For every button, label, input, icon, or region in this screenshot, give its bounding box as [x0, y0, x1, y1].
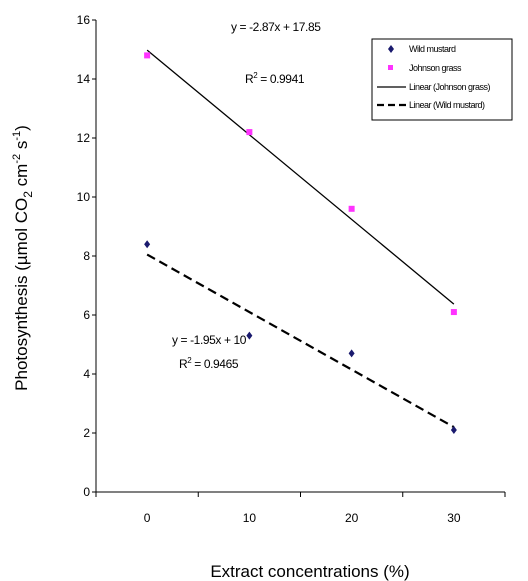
point-johnson-grass [348, 205, 355, 212]
trendline-johnson-grass [146, 49, 455, 305]
legend: Wild mustard Johnson grass Linear (Johns… [371, 38, 513, 121]
legend-label-linear-wild-mustard: Linear (Wild mustard) [409, 100, 485, 110]
point-wild-mustard [348, 349, 355, 358]
point-johnson-grass [450, 309, 457, 316]
x-tick-label: 30 [447, 511, 461, 525]
y-tick-label: 12 [77, 131, 91, 145]
legend-label-wild-mustard: Wild mustard [409, 44, 456, 54]
axes: 0 2 4 6 8 10 12 14 16 0 10 20 30 [77, 13, 506, 525]
y-tick-label: 6 [83, 308, 90, 322]
y-tick-label: 14 [77, 72, 91, 86]
point-wild-mustard [246, 331, 253, 340]
wild-mustard-r2: R2 = 0.9465 [179, 356, 239, 371]
point-johnson-grass [246, 129, 253, 136]
y-tick-label: 10 [77, 190, 91, 204]
legend-marker-johnson-grass [388, 65, 393, 70]
x-tick-label: 0 [144, 511, 151, 525]
point-wild-mustard [450, 426, 457, 435]
trendline-wild-mustard [146, 253, 455, 429]
y-tick-label: 0 [83, 485, 90, 499]
johnson-grass-equation: y = -2.87x + 17.85 [231, 20, 321, 34]
y-tick-label: 16 [77, 13, 91, 27]
legend-marker-wild-mustard [388, 45, 394, 53]
point-wild-mustard [144, 240, 151, 249]
y-tick-label: 2 [83, 426, 90, 440]
legend-label-johnson-grass: Johnson grass [409, 63, 462, 73]
x-tick-label: 10 [243, 511, 257, 525]
x-tick-label: 20 [345, 511, 359, 525]
point-johnson-grass [144, 52, 151, 59]
data-points [144, 52, 457, 435]
wild-mustard-equation: y = -1.95x + 10 [172, 333, 247, 347]
trendlines [146, 49, 455, 429]
y-tick-label: 8 [83, 249, 90, 263]
legend-box [371, 38, 513, 121]
x-axis-title: Extract concentrations (%) [210, 562, 409, 581]
legend-label-linear-johnson-grass: Linear (Johnson grass) [409, 82, 491, 92]
y-tick-label: 4 [83, 367, 90, 381]
y-axis-title: Photosynthesis (µmol CO2 cm-2 s-1) [11, 125, 35, 391]
johnson-grass-r2: R2 = 0.9941 [245, 71, 305, 86]
